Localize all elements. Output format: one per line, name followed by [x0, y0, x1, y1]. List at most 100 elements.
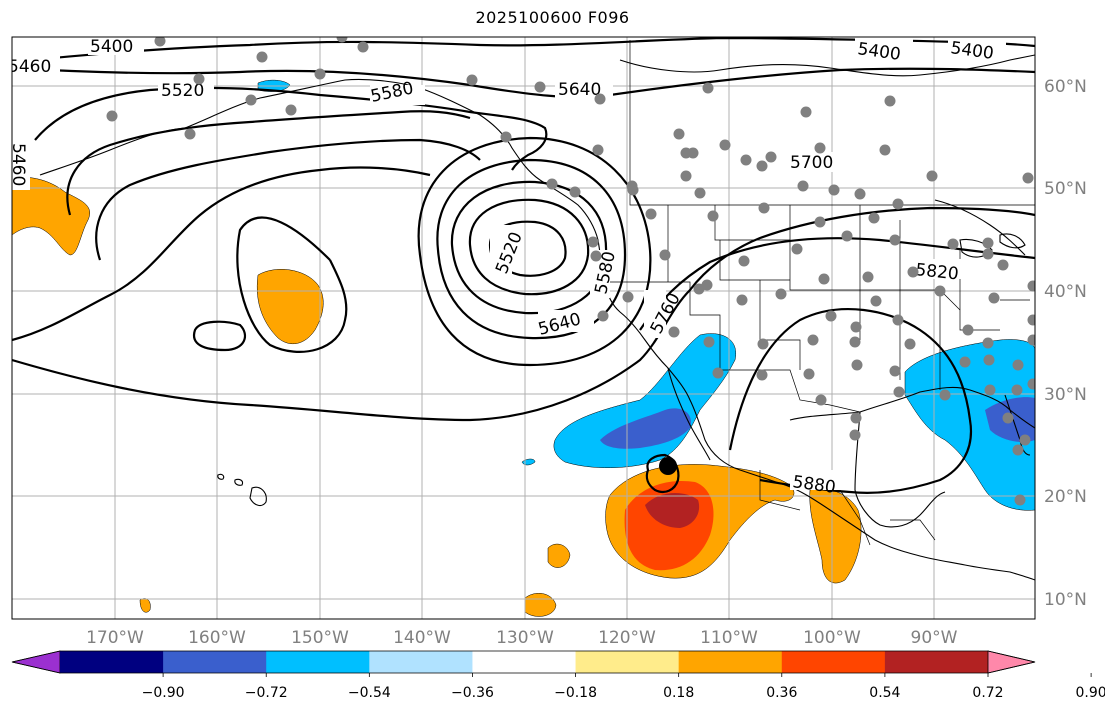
station-dot	[862, 271, 874, 283]
contour-label-5700: 5700	[790, 153, 833, 173]
colorbar-tick-label: 0.18	[663, 685, 694, 701]
station-dot	[850, 321, 862, 333]
lon-label: 90°W	[911, 628, 958, 648]
station-dot	[850, 412, 862, 424]
lon-label: 170°W	[86, 628, 144, 648]
lon-label: 110°W	[700, 628, 758, 648]
station-dot	[775, 288, 787, 300]
station-dot	[712, 367, 724, 379]
lon-label: 130°W	[496, 628, 554, 648]
contour-label-5400-w: 5400	[90, 37, 133, 57]
station-dot	[569, 186, 581, 198]
station-dot	[939, 389, 951, 401]
station-dot	[687, 147, 699, 159]
colorbar-tick-label: −0.36	[451, 685, 494, 701]
station-dot	[703, 336, 715, 348]
station-dot	[849, 429, 861, 441]
station-dot	[997, 259, 1009, 271]
station-dot	[800, 106, 812, 118]
contour-label-5460-vert: 5460	[8, 143, 28, 186]
station-dot	[758, 202, 770, 214]
station-dot	[791, 243, 803, 255]
contour-label-5640-n: 5640	[558, 80, 601, 100]
station-dot	[1002, 412, 1014, 424]
colorbar-tick-label: −0.72	[245, 685, 288, 701]
station-dot	[892, 198, 904, 210]
storm-center-marker	[659, 457, 677, 475]
contour-label-group: 5400 5460 5520 5580 5640 5400 5700 5820 …	[8, 37, 1006, 498]
lon-label: 100°W	[803, 628, 861, 648]
lon-label: 150°W	[291, 628, 349, 648]
lat-label: 50°N	[1044, 179, 1087, 199]
station-dot	[907, 266, 919, 278]
station-dot	[756, 160, 768, 172]
station-dot	[947, 238, 959, 250]
station-dot	[982, 248, 994, 260]
station-dot	[934, 285, 946, 297]
station-dot	[868, 212, 880, 224]
station-dot	[870, 295, 882, 307]
station-dot	[1012, 444, 1024, 456]
station-dot	[849, 336, 861, 348]
station-dot	[983, 354, 995, 366]
station-dot	[594, 93, 606, 105]
colorbar-tick-label: −0.18	[554, 685, 597, 701]
lon-label: 140°W	[393, 628, 451, 648]
colorbar-segment	[575, 651, 680, 673]
station-dot	[904, 338, 916, 350]
colorbar-segment	[60, 651, 164, 673]
station-dot	[694, 187, 706, 199]
colorbar-segment	[163, 651, 267, 673]
station-dot	[597, 310, 609, 322]
lat-label: 20°N	[1044, 487, 1087, 507]
colorbar-segment	[781, 651, 886, 673]
station-dot	[814, 216, 826, 228]
lon-label: 120°W	[598, 628, 656, 648]
station-dot	[740, 154, 752, 166]
colorbar-tick-label: 0.54	[869, 685, 900, 701]
map-border	[11, 36, 1036, 620]
station-dot	[814, 142, 826, 154]
station-dot	[184, 128, 196, 140]
station-dot	[797, 180, 809, 192]
station-dot	[592, 144, 604, 156]
height-contours	[12, 37, 1035, 494]
station-dot	[1011, 384, 1023, 396]
station-dot	[889, 234, 901, 246]
colorbar-segment	[472, 651, 577, 673]
station-dot	[756, 369, 768, 381]
station-dot	[668, 326, 680, 338]
station-dot	[736, 294, 748, 306]
station-dot	[765, 151, 777, 163]
station-dot	[245, 94, 257, 106]
station-dot	[879, 144, 891, 156]
station-dot	[1012, 359, 1024, 371]
station-dot	[466, 74, 478, 86]
station-dot	[546, 178, 558, 190]
station-dot	[884, 95, 896, 107]
station-dot	[622, 291, 634, 303]
station-dot	[500, 131, 512, 143]
station-dot	[627, 184, 639, 196]
station-dot	[841, 230, 853, 242]
station-dot	[154, 37, 166, 47]
station-dot	[893, 386, 905, 398]
station-markers	[106, 37, 1035, 506]
station-dot	[757, 338, 769, 350]
station-dot	[106, 110, 118, 122]
station-dot	[988, 292, 1000, 304]
colorbar-extend-low	[11, 650, 61, 674]
colorbar	[11, 650, 1036, 674]
colorbar-tick-label: 0.72	[972, 685, 1003, 701]
lat-label: 10°N	[1044, 590, 1087, 610]
station-dot	[982, 237, 994, 249]
station-dot	[673, 128, 685, 140]
station-dot	[659, 249, 671, 261]
colorbar-tick-label: −0.54	[348, 685, 391, 701]
contour-label-5520-w: 5520	[161, 81, 204, 101]
latitude-labels: 60°N 50°N 40°N 30°N 20°N 10°N	[1044, 77, 1087, 610]
station-dot	[701, 279, 713, 291]
station-dot	[815, 394, 827, 406]
colorbar-outline	[11, 650, 1036, 674]
station-dot	[707, 210, 719, 222]
